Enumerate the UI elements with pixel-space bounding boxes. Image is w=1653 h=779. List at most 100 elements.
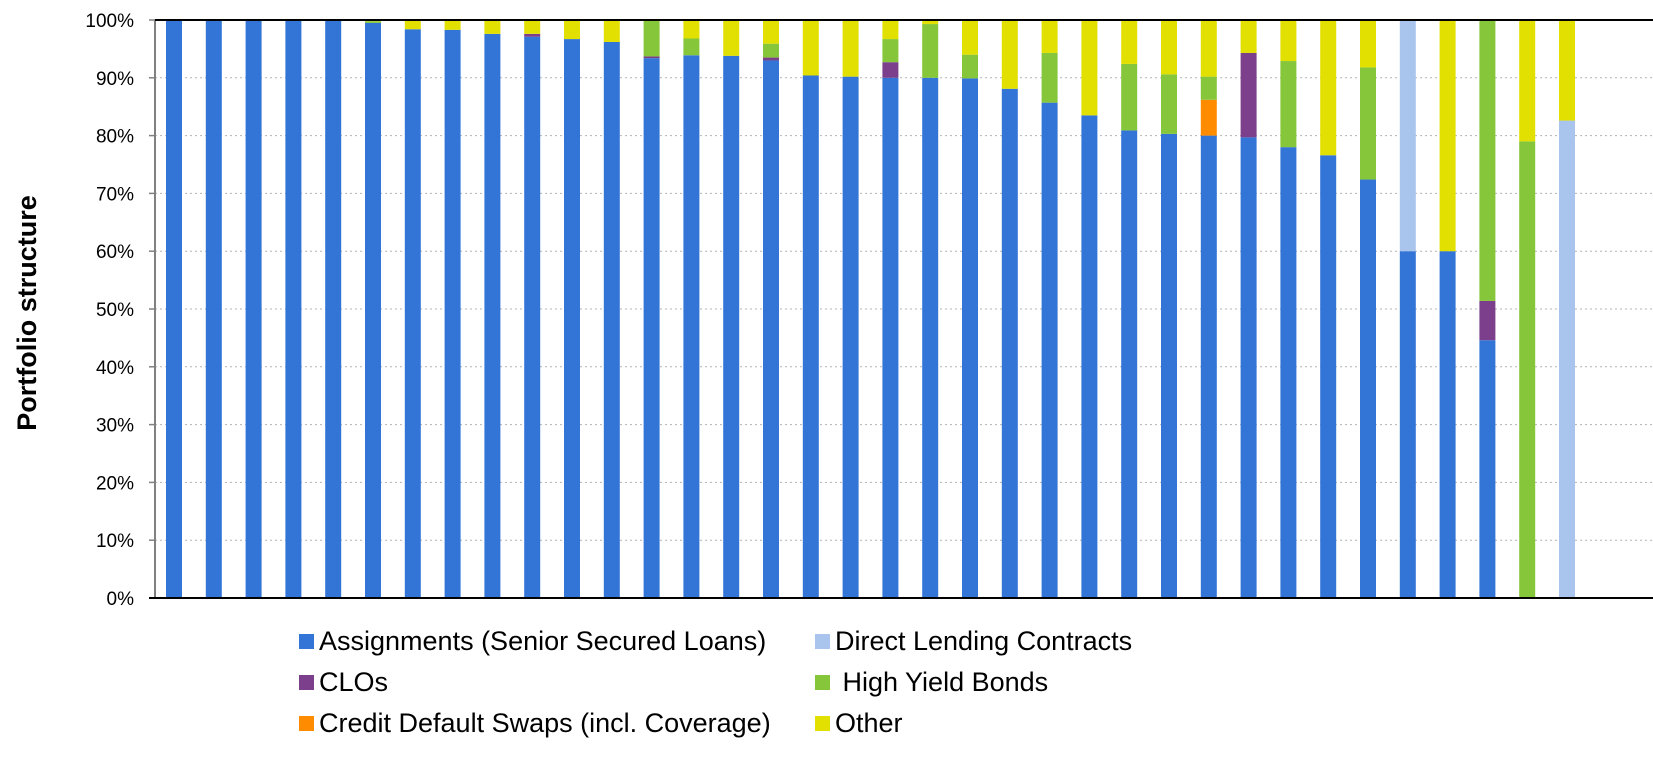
bar-segment <box>484 34 500 598</box>
y-tick-label: 30% <box>96 416 134 437</box>
bar-segment <box>803 20 819 75</box>
bar-segment <box>1479 340 1495 598</box>
legend-label: High Yield Bonds <box>835 667 1048 698</box>
bar-segment <box>882 39 898 62</box>
bar-segment <box>1161 20 1177 74</box>
bar-segment <box>1121 130 1137 598</box>
bar-segment <box>246 20 262 598</box>
bar-segment <box>564 39 580 598</box>
bar-segment <box>484 20 500 34</box>
bar-segment <box>1360 67 1376 179</box>
y-tick-label: 60% <box>96 242 134 263</box>
bar-segment <box>604 42 620 598</box>
legend-swatch <box>815 675 830 690</box>
legend-label: Assignments (Senior Secured Loans) <box>319 626 766 657</box>
y-tick-label: 40% <box>96 358 134 379</box>
bar-segment <box>524 20 540 34</box>
legend-item-assignments: Assignments (Senior Secured Loans) <box>299 626 766 657</box>
bar-segment <box>1440 20 1456 251</box>
bar-segment <box>644 58 660 598</box>
bar-segment <box>564 20 580 39</box>
legend: Assignments (Senior Secured Loans) Direc… <box>299 626 1199 776</box>
legend-label: Direct Lending Contracts <box>835 626 1132 657</box>
bar-segment <box>723 20 739 56</box>
y-tick-label: 20% <box>96 473 134 494</box>
bar-segment <box>1042 53 1058 103</box>
bar-segment <box>882 20 898 39</box>
bar-segment <box>683 55 699 598</box>
bar-segment <box>1479 20 1495 301</box>
bar-segment <box>1360 20 1376 67</box>
bar-segment <box>405 20 421 29</box>
legend-label: Other <box>835 708 903 739</box>
y-tick-label: 90% <box>96 69 134 90</box>
bar-segment <box>524 37 540 598</box>
bar-segment <box>882 78 898 598</box>
y-tick-label: 80% <box>96 127 134 148</box>
axes: 0% 10% 20% 30% 40% 50% 60% 70% 80% 90% 100% <box>85 11 1653 610</box>
bar-segment <box>1400 251 1416 598</box>
y-tick-label: 70% <box>96 184 134 205</box>
bar-segment <box>1479 301 1495 340</box>
bar-segment <box>1241 137 1257 598</box>
bar-segment <box>1121 64 1137 130</box>
bar-segment <box>763 58 779 61</box>
bar-segment <box>365 23 381 598</box>
bar-segment <box>1320 155 1336 598</box>
bar-segment <box>922 24 938 78</box>
bar-segment <box>1201 20 1217 77</box>
y-axis-label: Portfolio structure <box>12 195 42 431</box>
bar-segment <box>1201 100 1217 136</box>
legend-item-cds: Credit Default Swaps (incl. Coverage) <box>299 708 771 739</box>
bar-segment <box>1002 20 1018 89</box>
bar-segment <box>405 29 421 598</box>
bar-segment <box>1201 136 1217 598</box>
y-tick-label: 0% <box>107 589 135 610</box>
bar-segment <box>1161 74 1177 134</box>
bar-segment <box>962 55 978 79</box>
legend-item-high-yield-bonds: High Yield Bonds <box>815 667 1048 698</box>
bar-segment <box>325 20 341 598</box>
bar-segment <box>1320 20 1336 155</box>
bar-segment <box>1042 20 1058 53</box>
bar-segment <box>285 20 301 598</box>
bar-segment <box>1559 20 1575 121</box>
legend-swatch <box>815 716 830 731</box>
bar-segment <box>763 44 779 58</box>
bar-segment <box>882 62 898 78</box>
bar-segment <box>1042 103 1058 598</box>
bar-segment <box>166 20 182 598</box>
legend-item-direct-lending: Direct Lending Contracts <box>815 626 1132 657</box>
bar-segment <box>445 20 461 30</box>
bar-segment <box>524 34 540 37</box>
legend-swatch <box>299 716 314 731</box>
bar-segment <box>1241 20 1257 53</box>
bar-segment <box>1519 141 1535 598</box>
legend-item-other: Other <box>815 708 903 739</box>
bar-segment <box>1241 53 1257 137</box>
bar-segment <box>1519 20 1535 141</box>
bar-segment <box>445 30 461 598</box>
bar-segment <box>683 39 699 56</box>
bar-segment <box>763 60 779 598</box>
legend-label: CLOs <box>319 667 388 698</box>
bar-segment <box>644 20 660 56</box>
bar-segment <box>803 75 819 598</box>
bar-segment <box>723 56 739 598</box>
bar-segment <box>1121 20 1137 64</box>
bar-segment <box>644 56 660 58</box>
bar-segment <box>1201 77 1217 100</box>
bar-segment <box>1081 20 1097 115</box>
bar-segment <box>206 20 222 598</box>
bar-segment <box>365 21 381 23</box>
bar-segment <box>962 78 978 598</box>
legend-swatch <box>299 634 314 649</box>
legend-item-clos: CLOs <box>299 667 388 698</box>
bar-segment <box>1400 20 1416 251</box>
legend-label: Credit Default Swaps (incl. Coverage) <box>319 708 771 739</box>
bar-segment <box>843 77 859 598</box>
legend-swatch <box>299 675 314 690</box>
bar-segment <box>1081 115 1097 598</box>
bar-segment <box>604 20 620 42</box>
bar-segment <box>1002 89 1018 598</box>
